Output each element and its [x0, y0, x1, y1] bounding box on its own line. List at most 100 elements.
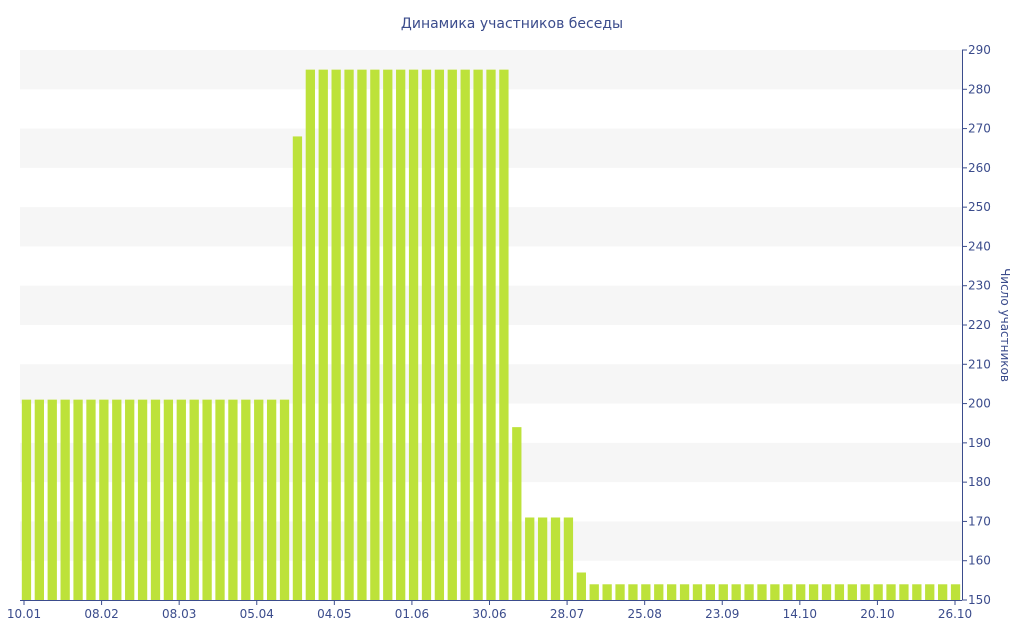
bar — [602, 584, 612, 600]
bar-series — [21, 69, 961, 600]
bar — [473, 69, 483, 600]
y-tick-label: 260 — [968, 161, 991, 175]
bar — [757, 584, 767, 600]
bar — [150, 399, 161, 600]
bar — [305, 69, 315, 600]
bar — [834, 584, 845, 600]
bar — [796, 584, 806, 600]
bar — [73, 399, 83, 600]
bar — [357, 69, 367, 600]
bar — [718, 584, 728, 600]
bar — [744, 584, 754, 600]
bar — [667, 584, 677, 600]
bar — [783, 584, 793, 600]
y-tick-label: 290 — [968, 43, 991, 57]
bar — [396, 69, 406, 600]
bar — [847, 584, 857, 600]
bar — [512, 427, 522, 600]
bar — [86, 399, 96, 600]
bar — [486, 69, 496, 600]
bar — [21, 399, 32, 600]
bar — [899, 584, 909, 600]
y-tick-label: 200 — [968, 397, 991, 411]
bar — [60, 399, 70, 600]
axes: 150 160 170 180 190 200 210 220 230 240 250 260 270 2… — [7, 43, 991, 621]
bar — [421, 69, 432, 600]
x-tick-label: 04.05 — [317, 607, 351, 621]
y-tick-label: 240 — [968, 239, 991, 253]
bar — [679, 584, 690, 600]
bar — [34, 399, 44, 600]
bar — [202, 399, 212, 600]
bar — [654, 584, 664, 600]
x-tick-label: 25.08 — [627, 607, 661, 621]
x-tick-label: 28.07 — [550, 607, 584, 621]
bar — [434, 69, 445, 600]
bar — [279, 399, 290, 600]
y-tick-label: 190 — [968, 436, 991, 450]
bar — [254, 399, 264, 600]
bar — [266, 399, 277, 600]
bar — [860, 584, 870, 600]
x-tick-label: 01.06 — [395, 607, 429, 621]
bar — [331, 69, 341, 600]
bar — [189, 399, 199, 600]
bar — [176, 399, 186, 600]
bar — [912, 584, 922, 600]
bar — [447, 69, 457, 600]
bar — [344, 69, 354, 600]
x-tick-label: 14.10 — [783, 607, 817, 621]
bar — [808, 584, 819, 600]
y-tick-label: 150 — [968, 593, 991, 607]
bar — [370, 69, 380, 600]
bar — [525, 517, 535, 600]
bar — [460, 69, 470, 600]
bar — [563, 517, 574, 600]
bar — [408, 69, 419, 600]
x-tick-label: 20.10 — [860, 607, 894, 621]
bar — [112, 399, 122, 600]
y-tick-label: 230 — [968, 279, 991, 293]
x-tick-label: 30.06 — [472, 607, 506, 621]
bar — [821, 584, 832, 600]
bar — [318, 69, 328, 600]
bar — [241, 399, 251, 600]
y-tick-label: 170 — [968, 514, 991, 528]
bar — [537, 517, 548, 600]
bar — [873, 584, 883, 600]
bar — [731, 584, 741, 600]
bar — [137, 399, 148, 600]
x-tick-label: 10.01 — [7, 607, 41, 621]
y-tick-label: 270 — [968, 122, 991, 136]
bar — [99, 399, 109, 600]
y-tick-label: 250 — [968, 200, 991, 214]
bar — [47, 399, 57, 600]
bar — [550, 517, 561, 600]
x-tick-label: 08.03 — [162, 607, 196, 621]
x-tick-label: 26.10 — [938, 607, 972, 621]
bar — [615, 584, 625, 600]
bar — [938, 584, 948, 600]
y-tick-label: 280 — [968, 82, 991, 96]
bar — [705, 584, 716, 600]
x-tick-label: 23.09 — [705, 607, 739, 621]
bar — [628, 584, 638, 600]
bar — [576, 572, 586, 600]
bar — [950, 584, 961, 600]
bar — [499, 69, 509, 600]
bar — [215, 399, 225, 600]
bar — [925, 584, 935, 600]
bar — [125, 399, 135, 600]
bar — [692, 584, 703, 600]
y-tick-label: 210 — [968, 357, 991, 371]
bar — [383, 69, 393, 600]
bar — [228, 399, 238, 600]
bar — [770, 584, 780, 600]
bar — [886, 584, 896, 600]
y-tick-label: 180 — [968, 475, 991, 489]
y-axis-label: Число участников — [998, 268, 1012, 382]
y-tick-label: 160 — [968, 554, 991, 568]
x-tick-label: 05.04 — [240, 607, 274, 621]
